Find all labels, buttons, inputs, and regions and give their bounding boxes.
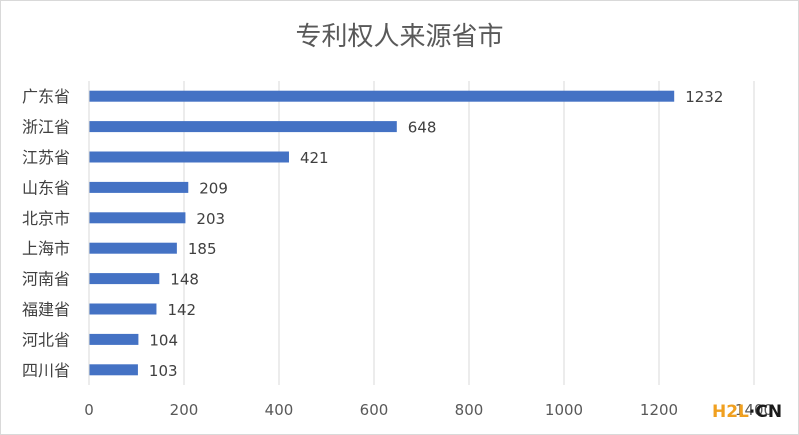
data-label: 104 <box>149 331 178 349</box>
category-label: 浙江省 <box>22 118 70 137</box>
bar <box>89 212 186 224</box>
bar <box>89 121 397 133</box>
x-tick-label: 0 <box>84 401 94 419</box>
data-label: 209 <box>199 179 228 197</box>
x-tick-label: 400 <box>265 401 294 419</box>
bar <box>89 181 189 193</box>
category-label: 河北省 <box>22 330 70 349</box>
category-label: 福建省 <box>22 300 70 319</box>
category-label: 北京市 <box>22 209 70 228</box>
x-tick-labels: 0 200 400 600 800 1000 1200 1400 <box>84 401 773 419</box>
chart-title: 专利权人来源省市 <box>295 22 504 52</box>
data-label: 203 <box>196 210 225 228</box>
category-label: 上海市 <box>22 239 70 258</box>
data-label: 142 <box>167 301 196 319</box>
bar <box>89 333 139 345</box>
category-label: 四川省 <box>22 361 70 380</box>
x-tick-label: 200 <box>170 401 199 419</box>
data-label: 148 <box>170 271 199 289</box>
x-tick-label: 1400 <box>735 401 773 419</box>
bar <box>89 90 675 102</box>
bars <box>89 90 675 376</box>
data-label: 648 <box>408 119 437 137</box>
bar <box>89 151 289 163</box>
category-label: 山东省 <box>22 178 70 197</box>
x-tick-label: 1200 <box>640 401 678 419</box>
x-tick-label: 800 <box>455 401 484 419</box>
data-labels: 1232 648 421 209 203 185 148 142 104 103 <box>149 88 723 380</box>
data-label: 1232 <box>685 88 723 106</box>
bar <box>89 242 177 254</box>
data-label: 421 <box>300 149 329 167</box>
x-tick-label: 1000 <box>545 401 583 419</box>
watermark-logo: H2L⋅CN <box>712 402 783 422</box>
data-label: 103 <box>149 362 178 380</box>
bar <box>89 364 138 376</box>
category-label: 广东省 <box>22 87 70 106</box>
bar <box>89 273 160 285</box>
category-label: 江苏省 <box>22 148 70 167</box>
category-label: 河南省 <box>22 270 70 289</box>
bar <box>89 303 157 315</box>
x-tick-label: 600 <box>360 401 389 419</box>
data-label: 185 <box>188 240 217 258</box>
